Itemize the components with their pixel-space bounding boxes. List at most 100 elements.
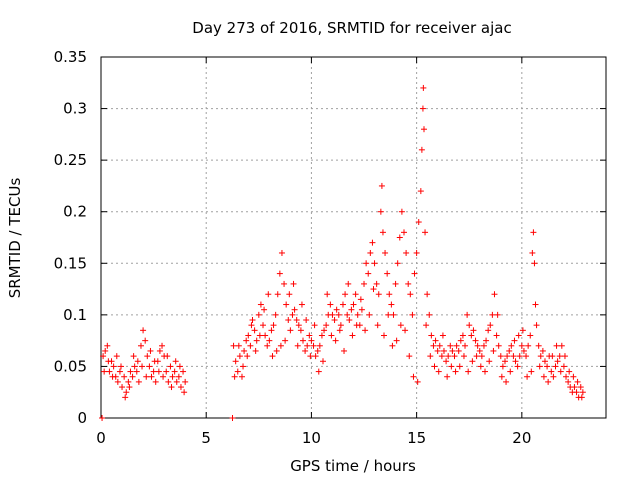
data-point-marker	[518, 342, 525, 349]
data-point-marker	[530, 229, 537, 236]
data-point-marker	[563, 373, 570, 380]
data-point-marker	[480, 342, 487, 349]
data-point-marker	[544, 363, 551, 370]
data-point-marker	[169, 373, 176, 380]
data-point-marker	[528, 368, 535, 375]
data-point-marker	[177, 384, 184, 391]
data-point-marker	[386, 291, 393, 298]
data-point-marker	[529, 249, 536, 256]
data-point-marker	[516, 353, 523, 360]
data-point-marker	[440, 347, 447, 354]
data-point-marker	[335, 311, 342, 318]
data-point-marker	[523, 353, 530, 360]
y-tick-label: 0.05	[54, 357, 87, 375]
data-point-marker	[151, 358, 158, 365]
data-point-marker	[232, 358, 239, 365]
data-point-marker	[339, 301, 346, 308]
data-point-marker	[487, 322, 494, 329]
data-point-marker	[390, 311, 397, 318]
data-point-marker	[457, 337, 464, 344]
data-point-marker	[234, 368, 241, 375]
data-point-marker	[283, 301, 290, 308]
data-point-marker	[451, 353, 458, 360]
data-point-marker	[493, 332, 500, 339]
data-point-marker	[371, 260, 378, 267]
x-tick-label: 15	[407, 429, 426, 447]
data-point-marker	[321, 327, 328, 334]
data-point-marker	[352, 291, 359, 298]
x-tick-labels: 0 5 10 15 20	[96, 429, 531, 447]
data-point-marker	[409, 311, 416, 318]
data-point-marker	[535, 342, 542, 349]
data-point-marker	[361, 280, 368, 287]
data-point-marker	[307, 353, 314, 360]
data-point-marker	[420, 126, 427, 133]
data-point-marker	[345, 280, 352, 287]
data-point-marker	[545, 378, 552, 385]
data-point-marker	[571, 384, 578, 391]
data-point-marker	[498, 373, 505, 380]
data-point-marker	[303, 317, 310, 324]
data-point-marker	[556, 353, 563, 360]
data-point-marker	[256, 332, 263, 339]
data-point-marker	[311, 322, 318, 329]
data-point-marker	[255, 311, 262, 318]
y-tick-label: 0.15	[54, 254, 87, 272]
data-point-marker	[489, 311, 496, 318]
data-point-marker	[324, 291, 331, 298]
data-point-marker	[341, 347, 348, 354]
data-point-marker	[537, 353, 544, 360]
data-point-marker	[540, 373, 547, 380]
data-point-marker	[333, 306, 340, 313]
data-point-marker	[382, 249, 389, 256]
data-point-marker	[507, 368, 514, 375]
data-point-marker	[397, 322, 404, 329]
data-point-marker	[558, 342, 565, 349]
data-point-marker	[110, 363, 117, 370]
data-point-marker	[497, 353, 504, 360]
data-point-marker	[269, 353, 276, 360]
data-point-marker	[470, 327, 477, 334]
data-point-marker	[375, 291, 382, 298]
data-point-marker	[366, 311, 373, 318]
data-point-marker	[577, 384, 584, 391]
data-point-marker	[413, 249, 420, 256]
data-point-marker	[449, 347, 456, 354]
y-tick-labels: 0 0.05 0.1 0.15 0.2 0.25 0.3 0.35	[54, 48, 87, 427]
data-point-marker	[287, 327, 294, 334]
data-point-marker	[490, 347, 497, 354]
data-point-marker	[113, 353, 120, 360]
data-point-marker	[327, 301, 334, 308]
data-point-marker	[308, 337, 315, 344]
data-point-marker	[377, 208, 384, 215]
data-point-marker	[277, 342, 284, 349]
data-point-marker	[428, 332, 435, 339]
x-tick-label: 5	[201, 429, 211, 447]
data-point-marker	[358, 306, 365, 313]
data-point-marker	[147, 347, 154, 354]
data-point-marker	[466, 322, 473, 329]
data-point-marker	[171, 368, 178, 375]
data-point-marker	[430, 342, 437, 349]
data-point-marker	[483, 337, 490, 344]
data-point-marker	[474, 342, 481, 349]
data-point-marker	[137, 342, 144, 349]
data-point-marker	[297, 327, 304, 334]
data-point-marker	[176, 363, 183, 370]
data-point-marker	[336, 327, 343, 334]
data-point-marker	[140, 327, 147, 334]
data-point-marker	[164, 353, 171, 360]
x-tick-label: 10	[302, 429, 321, 447]
chart-title: Day 273 of 2016, SRMTID for receiver aja…	[192, 19, 511, 37]
data-point-marker	[290, 280, 297, 287]
data-point-marker	[472, 337, 479, 344]
data-point-marker	[384, 270, 391, 277]
data-point-marker	[554, 358, 561, 365]
data-point-marker	[346, 317, 353, 324]
data-point-marker	[560, 363, 567, 370]
data-point-marker	[102, 347, 109, 354]
data-point-marker	[444, 373, 451, 380]
y-tick-label: 0.35	[54, 48, 87, 66]
y-tick-label: 0	[77, 409, 87, 427]
data-point-marker	[557, 368, 564, 375]
